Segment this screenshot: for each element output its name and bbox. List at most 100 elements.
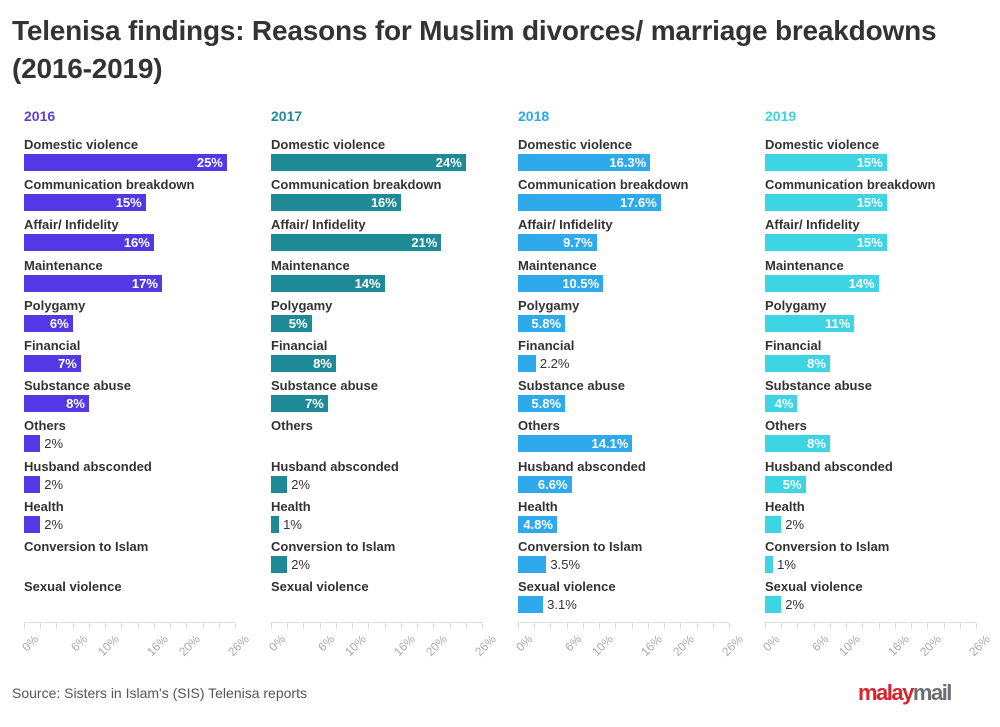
bar (518, 314, 566, 332)
bar (518, 154, 651, 171)
data-label: 2% (291, 557, 311, 572)
x-axis-line (271, 622, 482, 623)
panel-2018: 2018 Domestic violence 16.3% Communication … (513, 0, 758, 727)
x-axis-tick (729, 623, 730, 629)
bar (271, 194, 401, 212)
category-label: Husband absconded (24, 458, 152, 474)
x-tick-label: 16% (390, 632, 418, 659)
x-tick-label: 0% (266, 632, 289, 655)
bar (24, 154, 227, 171)
data-label: 2% (785, 597, 805, 613)
panel-year-label: 2018 (518, 108, 550, 124)
data-label: 10.5% (562, 275, 600, 291)
x-axis-tick (615, 623, 617, 629)
x-tick-label: 20% (176, 632, 204, 659)
bar (271, 475, 288, 493)
x-axis-tick (911, 623, 913, 629)
bar (765, 395, 798, 413)
bar (765, 515, 782, 533)
x-tick-label: 10% (95, 632, 123, 659)
bar (765, 154, 887, 171)
category-label: Sexual violence (271, 579, 369, 595)
data-label: 14.1% (591, 436, 629, 452)
x-tick-label: 26% (966, 632, 993, 659)
x-axis-tick (56, 623, 58, 629)
x-axis-tick (894, 623, 896, 629)
x-axis-tick (599, 623, 601, 629)
data-label: 2% (44, 516, 64, 532)
x-axis-tick (153, 623, 155, 629)
x-axis-tick (287, 623, 289, 629)
category-label: Health (24, 498, 64, 514)
category-label: Domestic violence (271, 137, 386, 152)
bar (765, 355, 830, 372)
bar (271, 355, 336, 372)
x-axis-line (518, 622, 729, 623)
x-tick-label: 20% (917, 632, 945, 659)
bar (765, 314, 855, 332)
bar (765, 274, 879, 292)
bar (271, 395, 328, 413)
category-label: Conversion to Islam (518, 539, 643, 554)
data-label: 2% (291, 476, 311, 492)
x-axis-tick (417, 623, 419, 629)
category-label: Husband absconded (271, 458, 399, 474)
x-axis-tick (631, 623, 633, 629)
category-label: Affair/ Infidelity (518, 217, 613, 233)
x-axis-tick (465, 623, 467, 629)
category-label: Communication breakdown (518, 177, 689, 193)
x-tick-label: 20% (670, 632, 698, 659)
data-label: 3.1% (547, 597, 577, 613)
x-tick-label: 26% (225, 632, 252, 659)
panel-year-label: 2016 (24, 108, 56, 124)
x-axis-tick (88, 623, 90, 629)
data-label: 8% (807, 436, 826, 452)
x-tick-label: 10% (836, 632, 864, 659)
data-label: 25% (196, 155, 223, 170)
x-axis-tick (680, 623, 682, 629)
data-label: 8% (313, 356, 332, 371)
x-axis-tick (24, 623, 25, 629)
x-axis-tick (105, 623, 107, 629)
source-note: Source: Sisters in Islam's (SIS) Telenis… (12, 685, 307, 701)
data-label: 21% (411, 235, 438, 251)
category-label: Sexual violence (24, 579, 122, 595)
bar (765, 234, 887, 252)
data-label: 5% (288, 315, 308, 331)
data-label: 1% (283, 516, 302, 532)
bar (271, 274, 385, 292)
data-label: 11% (824, 315, 851, 331)
x-axis-tick (647, 623, 649, 629)
x-axis-tick (271, 623, 272, 629)
category-label: Others (765, 418, 807, 434)
bar (765, 194, 887, 212)
data-label: 5.8% (531, 315, 562, 331)
data-label: 6.6% (537, 476, 568, 492)
data-label: 5.8% (531, 396, 562, 412)
data-label: 17.6% (619, 195, 657, 211)
x-axis-tick (862, 623, 864, 629)
bar (24, 274, 162, 292)
x-tick-label: 6% (561, 632, 584, 655)
bar (24, 395, 89, 413)
bar (518, 435, 633, 453)
data-label: 17% (131, 275, 158, 291)
x-axis-tick (582, 623, 584, 629)
x-axis-tick (218, 623, 220, 629)
x-axis-tick (72, 623, 74, 629)
category-label: Domestic violence (518, 137, 633, 152)
bar (518, 194, 661, 212)
x-axis-tick (518, 623, 519, 629)
x-tick-label: 16% (884, 632, 912, 659)
data-label: 2% (785, 516, 805, 532)
data-label: 8% (66, 396, 85, 412)
bar (765, 435, 830, 453)
category-label: Communication breakdown (765, 177, 936, 193)
x-axis-tick (335, 623, 337, 629)
category-label: Financial (518, 338, 575, 353)
x-axis-tick (712, 623, 714, 629)
x-axis-tick (927, 623, 929, 629)
category-label: Conversion to Islam (24, 539, 149, 554)
x-axis-tick (40, 623, 42, 629)
category-label: Financial (271, 338, 328, 353)
